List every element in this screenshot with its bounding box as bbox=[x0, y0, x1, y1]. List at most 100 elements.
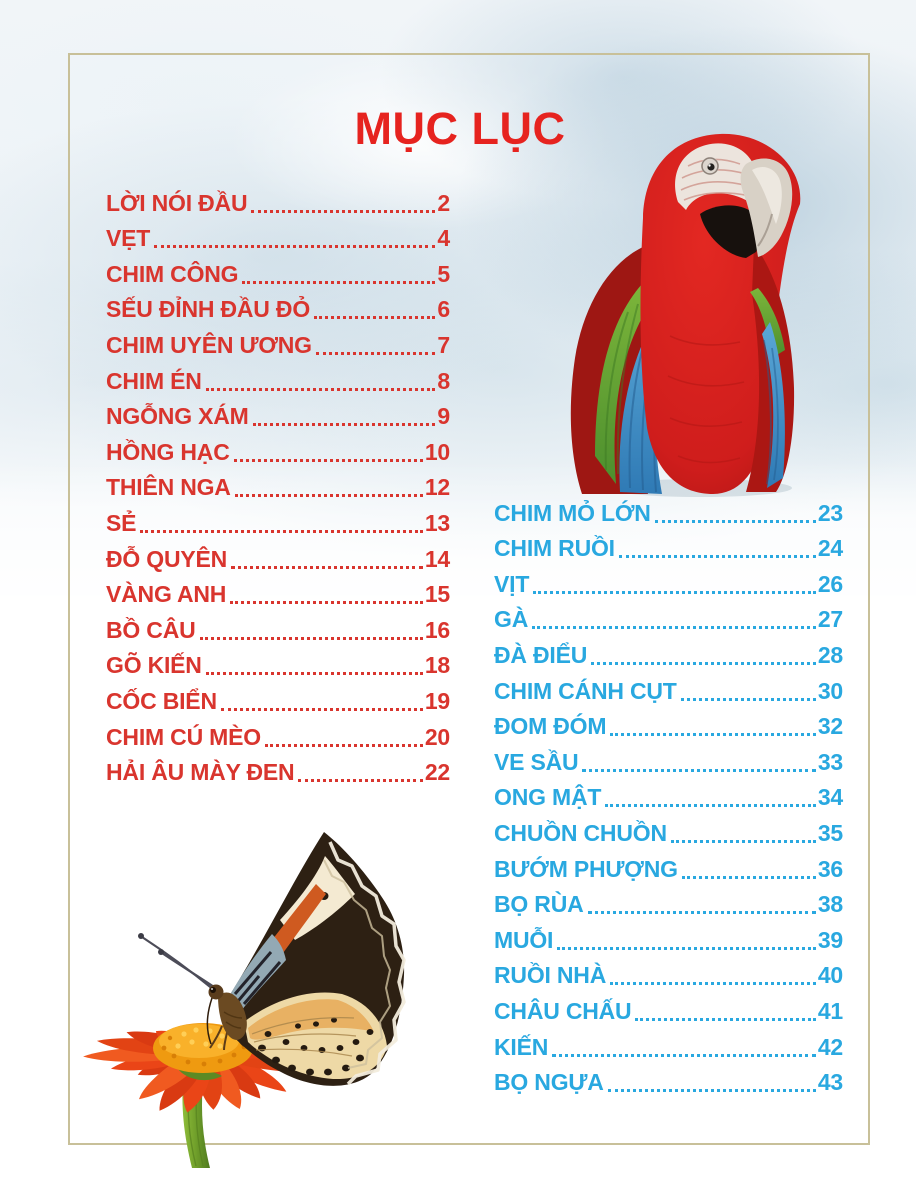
dot-leader bbox=[140, 529, 423, 533]
dot-leader bbox=[242, 280, 436, 284]
toc-entry: VÀNG ANH 15 bbox=[106, 573, 450, 609]
toc-entry: HỒNG HẠC 10 bbox=[106, 430, 450, 466]
toc-entry-label: MUỖI bbox=[494, 926, 554, 953]
toc-entry-page: 42 bbox=[817, 1033, 843, 1060]
dot-leader bbox=[154, 245, 436, 249]
dot-leader bbox=[234, 494, 423, 498]
dot-leader bbox=[582, 768, 816, 772]
dot-leader bbox=[654, 519, 816, 523]
dot-leader bbox=[552, 1053, 816, 1057]
dot-leader bbox=[205, 387, 436, 391]
toc-entry-page: 6 bbox=[437, 296, 450, 323]
toc-entry: BỌ NGỰA 43 bbox=[494, 1061, 843, 1097]
dot-leader bbox=[557, 946, 816, 950]
dot-leader bbox=[231, 565, 423, 569]
dot-leader bbox=[251, 209, 436, 213]
toc-entry-page: 43 bbox=[817, 1069, 843, 1096]
toc-entry-page: 40 bbox=[817, 962, 843, 989]
toc-entry-page: 5 bbox=[437, 260, 450, 287]
toc-entry: NGỖNG XÁM 9 bbox=[106, 395, 450, 431]
dot-leader bbox=[252, 423, 436, 427]
toc-entry-label: VỊT bbox=[494, 570, 530, 597]
toc-entry: ĐOM ĐÓM 32 bbox=[494, 705, 843, 741]
toc-entry-label: CHIM CÔNG bbox=[106, 260, 239, 287]
toc-entry-page: 33 bbox=[817, 748, 843, 775]
toc-entry-page: 15 bbox=[424, 581, 450, 608]
toc-entry-label: HẢI ÂU MÀY ĐEN bbox=[106, 759, 295, 786]
page-border-frame bbox=[68, 53, 870, 1145]
toc-entry-label: BỌ RÙA bbox=[494, 891, 584, 918]
dot-leader bbox=[314, 316, 436, 320]
toc-entry-label: BƯỚM PHƯỢNG bbox=[494, 855, 678, 882]
toc-entry: BỌ RÙA 38 bbox=[494, 883, 843, 919]
toc-entry-page: 24 bbox=[817, 535, 843, 562]
toc-entry-label: CHIM UYÊN ƯƠNG bbox=[106, 331, 312, 358]
toc-entry-page: 23 bbox=[817, 499, 843, 526]
toc-entry-label: CHIM CÚ MÈO bbox=[106, 723, 261, 750]
toc-entry: VE SẦU 33 bbox=[494, 740, 843, 776]
dot-leader bbox=[591, 661, 816, 665]
toc-entry-label: ONG MẬT bbox=[494, 784, 602, 811]
dot-leader bbox=[533, 590, 816, 594]
toc-entry: VỊT 26 bbox=[494, 562, 843, 598]
dot-leader bbox=[681, 875, 816, 879]
toc-entry: HẢI ÂU MÀY ĐEN 22 bbox=[106, 751, 450, 787]
toc-entry-page: 4 bbox=[437, 225, 450, 252]
toc-entry: ĐỖ QUYÊN 14 bbox=[106, 537, 450, 573]
dot-leader bbox=[315, 351, 436, 355]
toc-entry-page: 19 bbox=[424, 687, 450, 714]
toc-entry-label: LỜI NÓI ĐẦU bbox=[106, 189, 248, 216]
toc-entry-label: SẺ bbox=[106, 509, 137, 536]
toc-entry-label: GÀ bbox=[494, 606, 529, 633]
dot-leader bbox=[230, 601, 423, 605]
toc-entry-page: 41 bbox=[817, 997, 843, 1024]
toc-entry-label: KIẾN bbox=[494, 1033, 549, 1060]
toc-entry-label: NGỖNG XÁM bbox=[106, 403, 249, 430]
toc-entry: ĐÀ ĐIỂU 28 bbox=[494, 633, 843, 669]
toc-entry-label: CHIM RUỒI bbox=[494, 535, 615, 562]
toc-entry: KIẾN 42 bbox=[494, 1025, 843, 1061]
toc-entry-page: 9 bbox=[437, 403, 450, 430]
toc-entry-page: 39 bbox=[817, 926, 843, 953]
toc-entry: CHIM ÉN 8 bbox=[106, 359, 450, 395]
toc-entry-page: 28 bbox=[817, 641, 843, 668]
toc-entry-label: VẸT bbox=[106, 225, 151, 252]
toc-entry-label: CỐC BIỂN bbox=[106, 687, 217, 714]
toc-entry-label: CHUỒN CHUỒN bbox=[494, 819, 667, 846]
toc-right-column: CHIM MỎ LỚN 23 CHIM RUỒI 24 VỊT 26 GÀ 27 bbox=[494, 491, 843, 1096]
dot-leader bbox=[680, 697, 816, 701]
toc-entry-label: VÀNG ANH bbox=[106, 581, 227, 608]
toc-entry-page: 34 bbox=[817, 784, 843, 811]
dot-leader bbox=[618, 555, 816, 559]
toc-entry: RUỒI NHÀ 40 bbox=[494, 954, 843, 990]
toc-entry-page: 13 bbox=[424, 509, 450, 536]
dot-leader bbox=[233, 458, 423, 462]
dot-leader bbox=[587, 911, 816, 915]
toc-entry-page: 14 bbox=[424, 545, 450, 572]
dot-leader bbox=[670, 839, 816, 843]
toc-entry: BỒ CÂU 16 bbox=[106, 608, 450, 644]
toc-entry: THIÊN NGA 12 bbox=[106, 466, 450, 502]
dot-leader bbox=[264, 743, 423, 747]
toc-entry-label: CHIM ÉN bbox=[106, 367, 202, 394]
dot-leader bbox=[199, 636, 423, 640]
toc-entry-label: ĐÀ ĐIỂU bbox=[494, 641, 588, 668]
toc-entry-label: VE SẦU bbox=[494, 748, 579, 775]
toc-entry-label: ĐỖ QUYÊN bbox=[106, 545, 228, 572]
toc-entry-label: ĐOM ĐÓM bbox=[494, 713, 607, 740]
toc-entry: CHÂU CHẤU 41 bbox=[494, 989, 843, 1025]
toc-entry-page: 35 bbox=[817, 819, 843, 846]
toc-entry: CHIM RUỒI 24 bbox=[494, 527, 843, 563]
page-title: MỤC LỤC bbox=[354, 103, 566, 154]
toc-entry: CHIM CÚ MÈO 20 bbox=[106, 715, 450, 751]
toc-entry: SẺ 13 bbox=[106, 501, 450, 537]
toc-entry: CHIM CÁNH CỤT 30 bbox=[494, 669, 843, 705]
dot-leader bbox=[220, 707, 423, 711]
toc-entry-page: 36 bbox=[817, 855, 843, 882]
toc-entry-page: 18 bbox=[424, 652, 450, 679]
toc-entry: MUỖI 39 bbox=[494, 918, 843, 954]
toc-entry-page: 30 bbox=[817, 677, 843, 704]
toc-entry: CHIM UYÊN ƯƠNG 7 bbox=[106, 323, 450, 359]
toc-entry-label: THIÊN NGA bbox=[106, 474, 231, 501]
toc-entry-page: 38 bbox=[817, 891, 843, 918]
